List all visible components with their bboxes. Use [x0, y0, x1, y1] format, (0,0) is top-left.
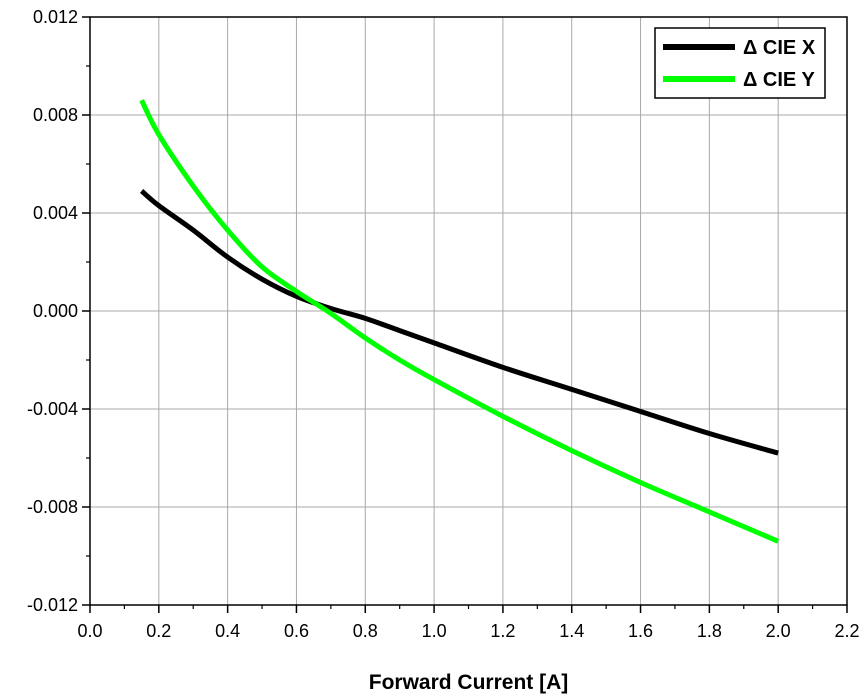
- x-tick-label: 1.6: [628, 621, 653, 641]
- y-tick-label: -0.008: [27, 497, 78, 517]
- series-line-1: [139, 189, 779, 456]
- y-tick-label: 0.004: [33, 203, 78, 223]
- y-tick-labels: 0.012 0.008 0.004 0.000 -0.004 -0.008 -0.012: [27, 7, 78, 615]
- x-tick-label: 0.8: [353, 621, 378, 641]
- y-tick-label: 0.008: [33, 105, 78, 125]
- y-tick-label: -0.012: [27, 595, 78, 615]
- series-group: [139, 99, 780, 544]
- axis-ticks: [82, 16, 848, 613]
- legend-label-2: Δ CIE Y: [743, 69, 815, 91]
- x-tick-label: 0.0: [77, 621, 102, 641]
- x-axis-title: Forward Current [A]: [369, 671, 569, 694]
- y-tick-label: -0.004: [27, 399, 78, 419]
- x-tick-label: 1.2: [490, 621, 515, 641]
- x-tick-label: 0.2: [146, 621, 171, 641]
- x-tick-labels: 0.0 0.2 0.4 0.6 0.8 1.0 1.2 1.4 1.6 1.8 2.0 2.2: [77, 621, 859, 641]
- legend: Δ CIE X Δ CIE Y: [654, 27, 826, 99]
- y-tick-label: 0.000: [33, 301, 78, 321]
- x-tick-label: 1.0: [422, 621, 447, 641]
- legend-label-1: Δ CIE X: [743, 37, 816, 59]
- legend-box: [654, 27, 826, 99]
- x-tick-label: 2.0: [766, 621, 791, 641]
- x-tick-label: 1.4: [559, 621, 584, 641]
- x-tick-label: 0.6: [284, 621, 309, 641]
- x-tick-label: 2.2: [834, 621, 859, 641]
- x-tick-label: 0.4: [215, 621, 240, 641]
- x-tick-label: 1.8: [697, 621, 722, 641]
- y-tick-label: 0.012: [33, 7, 78, 27]
- series-line-2: [139, 99, 780, 544]
